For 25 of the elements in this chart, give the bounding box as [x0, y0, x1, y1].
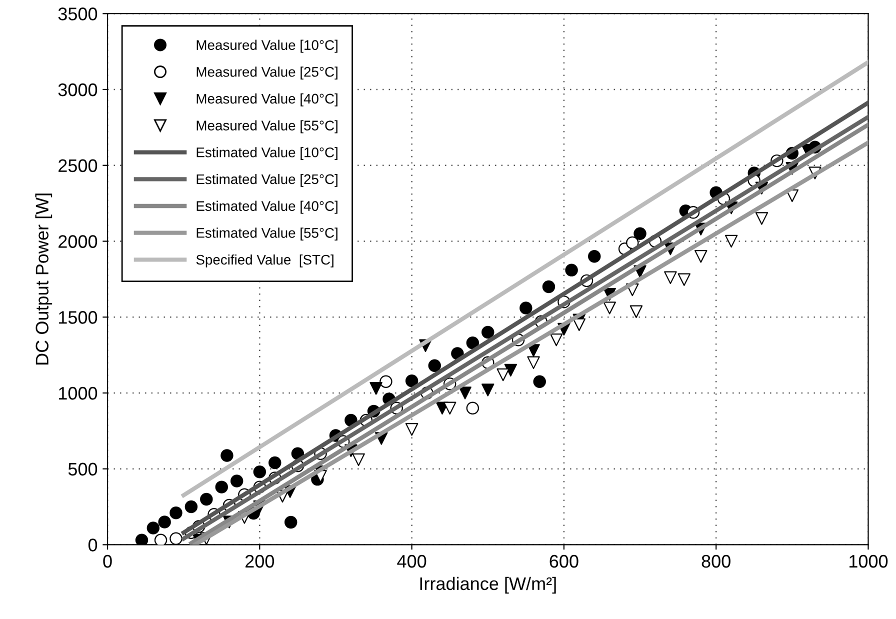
x-tick-label: 800	[702, 554, 730, 568]
x-tick-label: 1000	[850, 554, 888, 568]
x-tick-label: 0	[103, 554, 112, 568]
legend-label: Estimated Value [25°C]	[196, 174, 338, 187]
legend-label: Measured Value [55°C]	[196, 120, 338, 134]
y-tick-label: 2000	[58, 235, 98, 248]
y-axis-title: DC Output Power [W]	[35, 194, 52, 364]
x-tick-label: 400	[397, 554, 426, 568]
x-axis-title: Irradiance [W/m²]	[420, 576, 556, 594]
x-tick-label: 600	[550, 554, 578, 568]
legend-label: Estimated Value [40°C]	[196, 200, 338, 214]
y-tick-label: 0	[88, 538, 98, 552]
legend-label: Measured Value [40°C]	[196, 93, 338, 106]
y-tick-label: 1500	[59, 311, 98, 324]
legend-label: Measured Value [25°C]	[196, 66, 338, 80]
legend-label: Specified Value [STC]	[196, 254, 334, 268]
y-tick-label: 2500	[58, 159, 98, 172]
y-tick-label: 3000	[58, 83, 98, 96]
x-tick-label: 200	[246, 554, 274, 568]
y-tick-label: 500	[68, 462, 98, 476]
legend-label: Estimated Value [55°C]	[196, 228, 338, 241]
legend-label: Measured Value [10°C]	[196, 40, 338, 53]
y-tick-label: 3500	[58, 8, 98, 20]
y-tick-label: 1000	[59, 386, 98, 400]
legend-label: Estimated Value [10°C]	[196, 147, 338, 160]
